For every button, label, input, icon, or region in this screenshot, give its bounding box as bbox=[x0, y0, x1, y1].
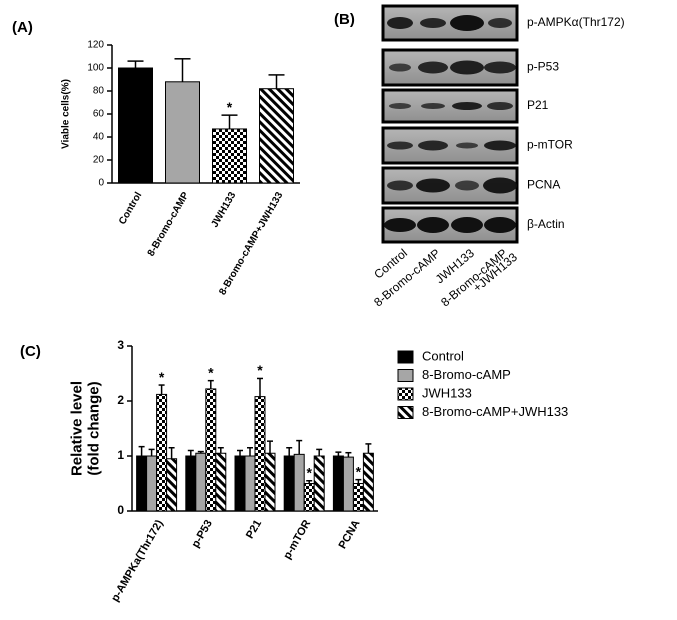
blot-band bbox=[455, 180, 479, 191]
bar bbox=[195, 452, 207, 512]
blot-band bbox=[387, 141, 413, 150]
significance-mark: * bbox=[356, 463, 362, 479]
blot-row-label: p-P53 bbox=[527, 60, 559, 74]
blot-band bbox=[484, 61, 516, 74]
bar bbox=[362, 452, 374, 512]
blot-row-label: p-AMPKα(Thr172) bbox=[527, 15, 625, 29]
y-axis-label: Viable cells(%) bbox=[61, 79, 72, 149]
y-axis-label: Relative level bbox=[68, 381, 85, 476]
x-tick-label: p-AMPKa(Thr172) bbox=[109, 518, 166, 604]
bar bbox=[303, 483, 315, 512]
significance-mark: * bbox=[227, 99, 233, 115]
blot-row-label: p-mTOR bbox=[527, 138, 573, 152]
bar bbox=[166, 458, 178, 512]
panel-label: (C) bbox=[20, 343, 41, 360]
y-tick-label: 3 bbox=[117, 338, 124, 352]
blot-band bbox=[483, 177, 517, 194]
bar bbox=[215, 452, 227, 512]
x-tick-label: Control bbox=[117, 190, 144, 226]
blot-band bbox=[420, 18, 446, 28]
x-tick-label: PCNA bbox=[337, 518, 363, 551]
bar bbox=[254, 396, 266, 512]
x-tick-label: P21 bbox=[244, 518, 264, 541]
blot-band bbox=[387, 180, 413, 191]
blot-band bbox=[484, 217, 516, 233]
y-tick-label: 20 bbox=[93, 155, 105, 166]
y-tick-label: 80 bbox=[93, 86, 105, 97]
blot-band bbox=[456, 142, 478, 149]
bar bbox=[259, 88, 294, 184]
significance-mark: * bbox=[208, 364, 214, 380]
bar bbox=[352, 483, 364, 512]
blot-band bbox=[451, 217, 483, 233]
blot-band bbox=[389, 63, 411, 72]
blot-band bbox=[487, 102, 513, 110]
bar bbox=[342, 456, 354, 512]
panel-label: (A) bbox=[12, 19, 33, 36]
bar bbox=[293, 453, 305, 512]
y-tick-label: 100 bbox=[87, 63, 104, 74]
y-tick-label: 120 bbox=[87, 40, 104, 51]
blot-band bbox=[387, 17, 413, 29]
blot-band bbox=[418, 140, 448, 151]
legend-swatch bbox=[397, 369, 414, 382]
bar bbox=[185, 455, 197, 512]
blot-band bbox=[452, 102, 482, 110]
legend-swatch bbox=[397, 406, 414, 419]
bar bbox=[332, 455, 344, 512]
bar bbox=[264, 452, 276, 512]
legend-label: Control bbox=[422, 348, 464, 363]
y-tick-label: 1 bbox=[117, 448, 124, 462]
y-tick-label: 2 bbox=[117, 393, 124, 407]
blot-band bbox=[450, 60, 484, 75]
blot-row-label: P21 bbox=[527, 98, 549, 112]
bar bbox=[313, 455, 325, 512]
blot-band bbox=[484, 140, 516, 151]
legend-swatch bbox=[397, 387, 414, 401]
blot-band bbox=[421, 103, 445, 109]
bar bbox=[212, 128, 247, 184]
y-axis-label: (fold change) bbox=[85, 381, 102, 475]
blot-band bbox=[389, 103, 411, 109]
x-tick-label: p-mTOR bbox=[281, 518, 313, 561]
significance-mark: * bbox=[306, 464, 312, 480]
legend-label: 8-Bromo-cAMP+JWH133 bbox=[422, 404, 568, 419]
x-tick-label: p-P53 bbox=[190, 518, 215, 550]
significance-mark: * bbox=[257, 362, 263, 378]
x-tick-label: JWH133 bbox=[209, 190, 238, 230]
bar bbox=[244, 455, 256, 512]
blot-band bbox=[418, 61, 448, 74]
y-tick-label: 60 bbox=[93, 109, 105, 120]
y-tick-label: 40 bbox=[93, 132, 105, 143]
bar bbox=[136, 455, 148, 512]
bar bbox=[234, 455, 246, 512]
legend-label: 8-Bromo-cAMP bbox=[422, 367, 511, 382]
bar bbox=[205, 388, 217, 512]
bar bbox=[165, 81, 200, 184]
blot-row-label: β-Actin bbox=[527, 217, 565, 231]
blot-band bbox=[417, 217, 449, 233]
y-tick-label: 0 bbox=[117, 503, 124, 517]
bar bbox=[118, 67, 153, 184]
bar bbox=[156, 393, 168, 512]
blot-row-label: PCNA bbox=[527, 178, 560, 192]
blot-band bbox=[384, 218, 416, 232]
significance-mark: * bbox=[159, 369, 165, 385]
bar bbox=[146, 455, 158, 512]
blot-band bbox=[488, 18, 512, 28]
blot-band bbox=[416, 178, 450, 193]
y-tick-label: 0 bbox=[98, 178, 104, 189]
bar bbox=[283, 455, 295, 512]
legend-swatch bbox=[397, 350, 414, 364]
x-tick-label: 8-Bromo-cAMP bbox=[146, 190, 192, 258]
panel-label: (B) bbox=[334, 11, 355, 28]
blot-band bbox=[450, 15, 484, 31]
legend-label: JWH133 bbox=[422, 385, 472, 400]
